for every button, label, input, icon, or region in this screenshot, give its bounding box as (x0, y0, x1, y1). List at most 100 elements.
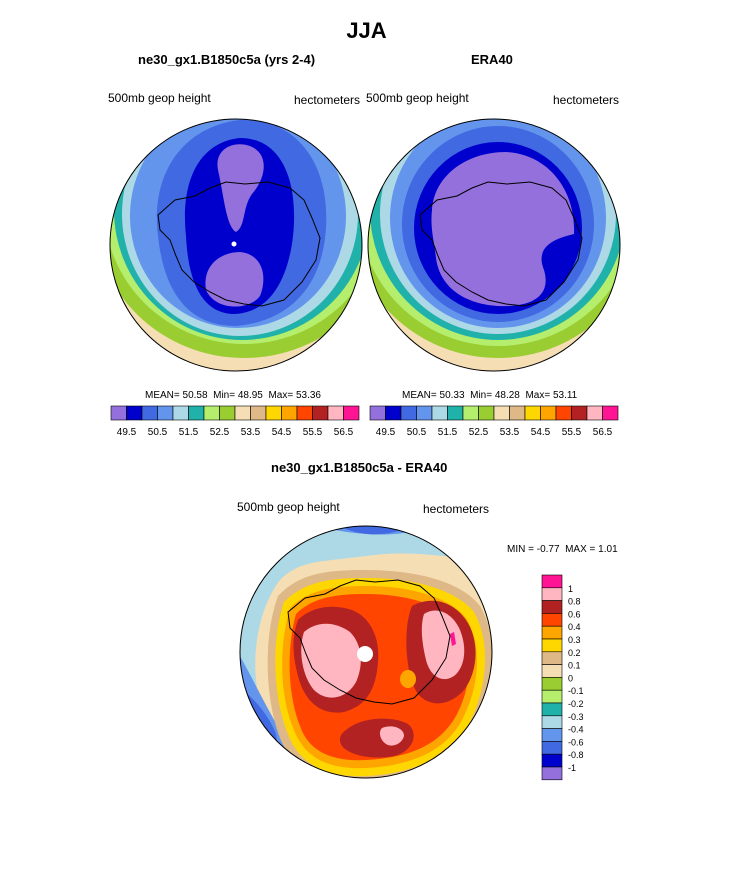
panel1-min-lower (205, 252, 264, 307)
panel2-colorbar-tick-label: 51.5 (438, 427, 458, 438)
panel3-max-value: 1.01 (598, 544, 618, 555)
panel1-boundary (109, 118, 363, 372)
panel3-colorbar-swatch (541, 753, 563, 768)
panel1-colorbar-tick-label: 52.5 (210, 427, 230, 438)
panel1-colorbar-swatch (110, 405, 127, 421)
panel1-colorbar-swatch (343, 405, 360, 421)
panel3-title: ne30_gx1.B1850c5a - ERA40 (271, 460, 448, 475)
panel3-colorbar-tick-label: -0.1 (568, 686, 584, 696)
panel2-colorbar-swatch (540, 405, 557, 421)
panel1-colorbar-swatch (157, 405, 174, 421)
panel3-colorbar-tick-label: -0.2 (568, 699, 584, 709)
panel3-colorbar-tick-label: -0.8 (568, 750, 584, 760)
panel3-colorbar-tick-label: 0.1 (568, 661, 581, 671)
panel3-colorbar-swatch (541, 689, 563, 704)
panel2-min-value: 48.28 (494, 390, 520, 401)
panel1-mean-label: MEAN= (145, 390, 180, 401)
panel3-coastline (287, 579, 451, 705)
panel1-colorbar-swatch (296, 405, 313, 421)
panel1-colorbar-tick-label: 54.5 (272, 427, 292, 438)
panel3-map (240, 526, 492, 778)
panel2-colorbar-swatch (602, 405, 619, 421)
panel2-colorbar: 49.5 50.5 51.5 52.5 53.5 54.5 55.5 56.5 (369, 405, 619, 438)
panel3-colorbar-swatch (541, 574, 563, 589)
panel3-colorbar-swatch (541, 664, 563, 678)
panel3-colorbar-tick-label: 0.2 (568, 648, 581, 658)
panel3-colorbar-swatch (541, 651, 563, 665)
panel1-title: ne30_gx1.B1850c5a (yrs 2-4) (138, 52, 316, 67)
panel1-left-label: 500mb geop height (108, 91, 211, 105)
panel1-colorbar-swatch (172, 405, 189, 421)
panel3-colorbar-swatch (541, 728, 563, 742)
panel2-colorbar-swatch (385, 405, 402, 421)
panel3-neg-top-inner (330, 526, 420, 535)
panel2-colorbar-swatch (462, 405, 479, 421)
panel3-colorbar-swatch (541, 600, 563, 614)
panel1-colorbar-swatch (265, 405, 282, 421)
panel3-colorbar-tick-label: 0.4 (568, 622, 581, 632)
panel2-colorbar-tick-label: 50.5 (407, 427, 427, 438)
panel3-colorbar-tick-label: 0 (568, 673, 573, 683)
panel2-map (368, 119, 620, 371)
panel1-colorbar-swatch (327, 405, 344, 421)
panel3-pole-dot (357, 646, 373, 662)
panel1-colorbar-tick-label: 51.5 (179, 427, 199, 438)
panel2-colorbar-swatch (431, 405, 448, 421)
panel3-min-label: MIN = (507, 544, 534, 555)
panel3-colorbar-swatch (541, 625, 563, 640)
panel1-colorbar-swatch (219, 405, 236, 421)
panel2-colorbar-swatch (447, 405, 464, 421)
panel3-max-spot (450, 632, 456, 646)
panel1-colorbar-tick-label: 56.5 (334, 427, 354, 438)
panel3-colorbar-tick-label: -0.3 (568, 712, 584, 722)
panel3-colorbar-swatch (541, 587, 563, 601)
panel1-min-label: Min= (213, 390, 236, 401)
panel1-pole-dot (231, 241, 237, 247)
panel1-stats: MEAN= 50.58 Min= 48.95 Max= 53.36 (145, 390, 321, 401)
panel2-colorbar-swatch (524, 405, 541, 421)
panel3-right-label: hectometers (423, 502, 490, 516)
panel2-colorbar-tick-label: 52.5 (469, 427, 489, 438)
panel1-min-upper (217, 144, 264, 232)
panel3-colorbar-tick-label: -0.6 (568, 737, 584, 747)
panel1-colorbar-swatch (312, 405, 329, 421)
panel3-colorbar-tick-label: 1 (568, 584, 573, 594)
panel2-max-value: 53.11 (552, 390, 578, 401)
panel2-colorbar-tick-label: 49.5 (376, 427, 396, 438)
panel2-colorbar-swatch (493, 405, 510, 421)
panel2-title: ERA40 (471, 52, 513, 67)
panel2-colorbar-tick-label: 56.5 (593, 427, 613, 438)
panel2-colorbar-swatch (571, 405, 588, 421)
panel1-colorbar-swatch (250, 405, 267, 421)
figure-title: JJA (346, 18, 387, 43)
panel2-right-label: hectometers (553, 93, 620, 107)
panel2-left-label: 500mb geop height (366, 91, 469, 105)
panel1-colorbar-swatch (126, 405, 143, 421)
panel2-colorbar-tick-label: 55.5 (562, 427, 582, 438)
panel1-max-label: Max= (268, 390, 294, 401)
panel2-coastline (419, 181, 583, 307)
panel1-colorbar-swatch (203, 405, 220, 421)
panel3-colorbar-swatch (541, 715, 563, 729)
panel3-colorbar-tick-label: -0.4 (568, 725, 584, 735)
panel3-colorbar-tick-label: -1 (568, 763, 576, 773)
panel3-band-0.8-right (421, 610, 465, 680)
panel1-max-value: 53.36 (295, 390, 321, 401)
panel1-colorbar-tick-label: 50.5 (148, 427, 168, 438)
panel1-right-label: hectometers (294, 93, 361, 107)
panel1-mean-value: 50.58 (182, 390, 208, 401)
panel1-colorbar-swatch (234, 405, 251, 421)
panel1-colorbar-swatch (141, 405, 158, 421)
panel3-colorbar-swatch (541, 613, 563, 627)
panel1-colorbar-swatch (281, 405, 298, 421)
panel1-colorbar-tick-label: 55.5 (303, 427, 323, 438)
panel3-colorbar: 1 0.8 0.6 0.4 0.3 0.2 0.1 0 -0.1 -0.2 -0.3 -0.4 -0.6… (541, 574, 584, 781)
panel3-colorbar-swatch (541, 741, 563, 755)
panel3-colorbar-tick-label: 0.6 (568, 609, 581, 619)
panel2-mean-value: 50.33 (439, 390, 465, 401)
panel2-colorbar-swatch (400, 405, 417, 421)
panel3-band-0.3-spot (400, 670, 416, 688)
panel3-colorbar-swatch (541, 638, 563, 653)
panel3-stats: MIN = -0.77 MAX = 1.01 (507, 544, 618, 555)
